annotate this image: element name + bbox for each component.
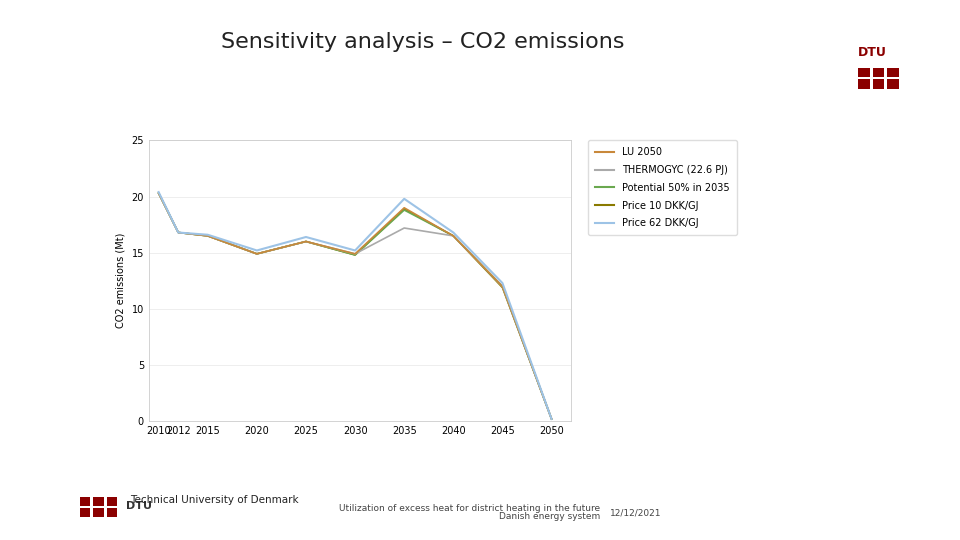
THERMOGYC (22.6 PJ) [202,233,213,239]
Text: Technical University of Denmark: Technical University of Denmark [130,495,299,505]
THERMOGYC (22.6 PJ) [173,230,184,236]
Price 10 DKK/GJ [202,233,213,239]
Potential 50% in 2035 [546,416,558,422]
Text: 12/12/2021: 12/12/2021 [610,508,661,517]
Line: Price 10 DKK/GJ: Price 10 DKK/GJ [158,193,552,419]
THERMOGYC (22.6 PJ) [300,238,312,245]
THERMOGYC (22.6 PJ) [496,283,508,289]
Price 62 DKK/GJ [398,195,410,202]
Price 62 DKK/GJ [153,189,164,195]
Price 62 DKK/GJ [447,230,459,236]
Price 10 DKK/GJ [300,238,312,245]
Potential 50% in 2035 [202,233,213,239]
LU 2050 [398,205,410,211]
Line: Price 62 DKK/GJ: Price 62 DKK/GJ [158,192,552,419]
Potential 50% in 2035 [300,238,312,245]
Price 62 DKK/GJ [349,247,361,254]
Potential 50% in 2035 [496,283,508,289]
LU 2050 [202,233,213,239]
LU 2050 [496,283,508,289]
LU 2050 [300,238,312,245]
Legend: LU 2050, THERMOGYC (22.6 PJ), Potential 50% in 2035, Price 10 DKK/GJ, Price 62 D: LU 2050, THERMOGYC (22.6 PJ), Potential … [588,140,736,235]
THERMOGYC (22.6 PJ) [447,233,459,239]
LU 2050 [173,230,184,236]
Potential 50% in 2035 [447,233,459,239]
Potential 50% in 2035 [252,251,263,257]
Y-axis label: CO2 emissions (Mt): CO2 emissions (Mt) [116,233,126,328]
Price 10 DKK/GJ [496,284,508,291]
LU 2050 [546,416,558,422]
Line: THERMOGYC (22.6 PJ): THERMOGYC (22.6 PJ) [158,193,552,419]
Price 62 DKK/GJ [173,230,184,236]
LU 2050 [252,251,263,257]
THERMOGYC (22.6 PJ) [398,225,410,231]
Text: Utilization of excess heat for district heating in the future: Utilization of excess heat for district … [339,504,600,513]
LU 2050 [349,251,361,257]
Text: Danish energy system: Danish energy system [499,512,600,521]
Price 10 DKK/GJ [546,416,558,422]
Price 10 DKK/GJ [252,251,263,257]
Potential 50% in 2035 [398,207,410,213]
Price 10 DKK/GJ [153,190,164,197]
Price 10 DKK/GJ [349,252,361,258]
LU 2050 [153,190,164,197]
Text: DTU: DTU [858,46,887,59]
Potential 50% in 2035 [173,230,184,236]
Price 62 DKK/GJ [252,247,263,254]
Line: LU 2050: LU 2050 [158,193,552,419]
THERMOGYC (22.6 PJ) [252,251,263,257]
Text: Sensitivity analysis – CO2 emissions: Sensitivity analysis – CO2 emissions [221,32,624,52]
LU 2050 [447,233,459,239]
THERMOGYC (22.6 PJ) [349,251,361,257]
Text: DTU: DTU [126,501,152,511]
Line: Potential 50% in 2035: Potential 50% in 2035 [158,193,552,419]
Price 10 DKK/GJ [173,230,184,236]
Price 62 DKK/GJ [202,232,213,238]
Price 62 DKK/GJ [300,234,312,240]
THERMOGYC (22.6 PJ) [546,416,558,422]
Price 10 DKK/GJ [447,233,459,239]
Price 10 DKK/GJ [398,206,410,212]
THERMOGYC (22.6 PJ) [153,190,164,197]
Potential 50% in 2035 [153,190,164,197]
Potential 50% in 2035 [349,252,361,258]
Price 62 DKK/GJ [496,280,508,286]
Price 62 DKK/GJ [546,416,558,422]
